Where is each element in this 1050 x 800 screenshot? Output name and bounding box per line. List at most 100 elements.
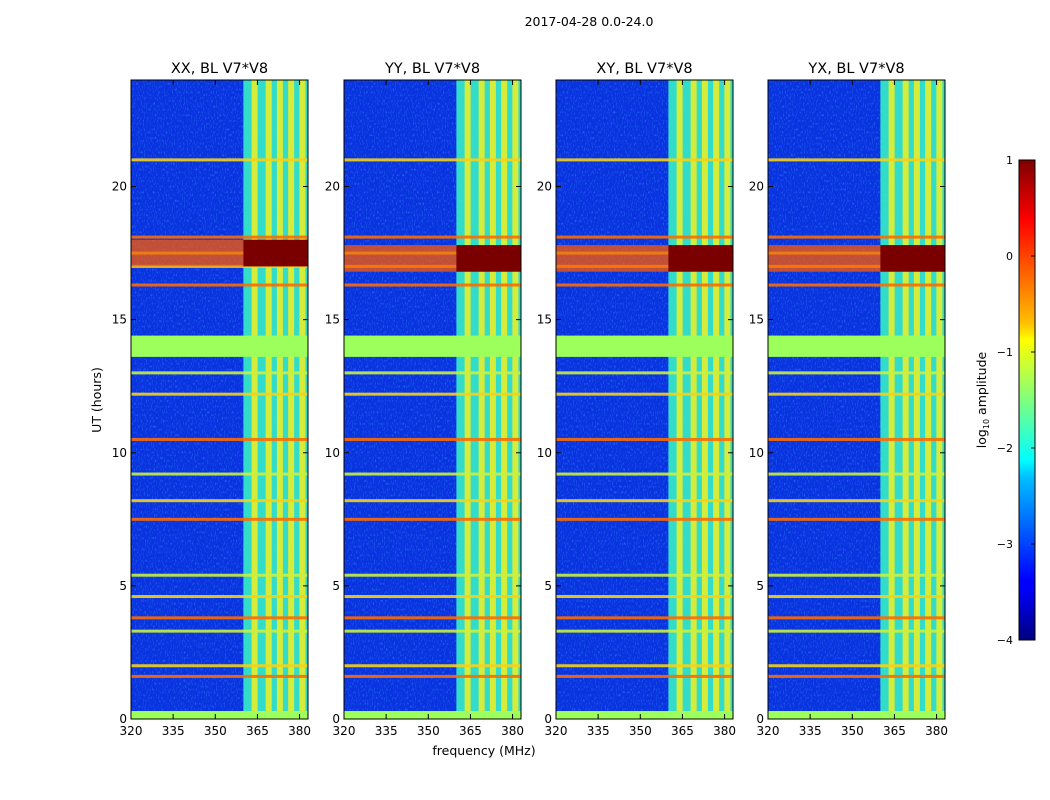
- y-tick-label: 20: [749, 180, 764, 194]
- hot-row: [768, 392, 945, 396]
- x-tick-label: 335: [375, 724, 398, 738]
- panel-frame: [555, 79, 734, 720]
- y-tick-label: 0: [119, 712, 127, 726]
- hot-row: [556, 595, 733, 599]
- hot-row: [131, 235, 308, 239]
- x-tick-label: 380: [713, 724, 736, 738]
- hot-row: [131, 392, 308, 396]
- y-tick-label: 10: [749, 446, 764, 460]
- rfi-channel: [265, 80, 272, 719]
- y-tick-label: 5: [544, 579, 552, 593]
- hot-row: [556, 472, 733, 476]
- hot-row: [768, 235, 945, 239]
- y-tick-label: 20: [112, 180, 127, 194]
- rfi-channel: [676, 80, 683, 719]
- x-tick-label: 350: [841, 724, 864, 738]
- hot-row: [556, 674, 733, 678]
- hot-row: [344, 573, 521, 577]
- x-axis-label: frequency (MHz): [432, 743, 535, 758]
- y-tick-label: 0: [544, 712, 552, 726]
- x-tick-label: 335: [587, 724, 610, 738]
- hot-row: [344, 235, 521, 239]
- colorbar-gradient: [1018, 159, 1036, 641]
- hot-row: [556, 499, 733, 503]
- hot-row: [131, 595, 308, 599]
- hot-row: [556, 616, 733, 620]
- rfi-channel: [464, 80, 471, 719]
- x-tick-label: 365: [246, 724, 269, 738]
- flagged-range: [344, 711, 521, 719]
- rfi-channel: [501, 80, 508, 719]
- hot-row: [556, 392, 733, 396]
- y-tick-label: 15: [749, 313, 764, 327]
- y-tick-label: 15: [112, 313, 127, 327]
- rfi-channel: [690, 80, 697, 719]
- hot-row: [556, 437, 733, 441]
- colorbar-tick-label: −4: [997, 634, 1013, 647]
- hot-row: [556, 664, 733, 668]
- colorbar-tick-label: −1: [997, 346, 1013, 359]
- panel-frame: [343, 79, 522, 720]
- flagged-range: [556, 335, 733, 357]
- hot-row: [556, 283, 733, 287]
- hot-row: [556, 573, 733, 577]
- x-tick-label: 335: [799, 724, 822, 738]
- hot-row: [344, 392, 521, 396]
- strong-block: [243, 239, 308, 267]
- panel-1: XX, BL V7*V8 320 335 350 365 380 0 5 10 15 20: [112, 61, 311, 738]
- hot-row: [131, 371, 308, 375]
- rfi-channel: [713, 80, 720, 719]
- hot-row: [768, 664, 945, 668]
- colorbar-tick-label: −2: [997, 442, 1013, 455]
- rfi-channel: [701, 80, 708, 719]
- flagged-range: [344, 335, 521, 357]
- hot-row: [131, 664, 308, 668]
- hot-row: [768, 629, 945, 633]
- colorbar: 10−1−2−3−4 log10 amplitude: [974, 154, 1036, 647]
- hot-row: [344, 595, 521, 599]
- rfi-channel: [478, 80, 485, 719]
- hot-row: [344, 499, 521, 503]
- hot-row: [768, 472, 945, 476]
- hot-row: [344, 371, 521, 375]
- colorbar-tick-label: 0: [1006, 250, 1013, 263]
- x-tick-label: 320: [333, 724, 356, 738]
- rfi-channel: [913, 80, 920, 719]
- flagged-range: [768, 335, 945, 357]
- rfi-channel: [512, 80, 519, 719]
- y-tick-label: 0: [332, 712, 340, 726]
- hot-row: [768, 517, 945, 521]
- hot-row: [344, 664, 521, 668]
- panel-frame: [767, 79, 946, 720]
- hot-row: [344, 674, 521, 678]
- panel-title: XY, BL V7*V8: [596, 61, 692, 77]
- hot-row: [768, 616, 945, 620]
- x-tick-label: 335: [162, 724, 185, 738]
- hot-row: [131, 472, 308, 476]
- hot-row: [131, 517, 308, 521]
- hot-row: [131, 158, 308, 162]
- figure-suptitle: 2017-04-28 0.0-24.0: [525, 14, 654, 29]
- y-tick-label: 5: [332, 579, 340, 593]
- x-tick-label: 350: [204, 724, 227, 738]
- y-tick-label: 10: [537, 446, 552, 460]
- panel-title: YY, BL V7*V8: [384, 61, 480, 77]
- hot-row: [344, 629, 521, 633]
- hot-row: [768, 674, 945, 678]
- hot-row: [768, 158, 945, 162]
- hot-row: [556, 517, 733, 521]
- x-tick-label: 320: [120, 724, 143, 738]
- hot-row: [344, 158, 521, 162]
- panel-2: YY, BL V7*V8 320 335 350 365 380 0 5 10 15 20: [325, 61, 524, 738]
- hot-row: [768, 283, 945, 287]
- hot-row: [768, 371, 945, 375]
- hot-row: [131, 674, 308, 678]
- rfi-channel: [936, 80, 943, 719]
- colorbar-tick-label: −3: [997, 538, 1013, 551]
- rfi-channel: [724, 80, 731, 719]
- x-tick-label: 365: [883, 724, 906, 738]
- y-tick-label: 15: [537, 313, 552, 327]
- x-tick-label: 380: [501, 724, 524, 738]
- hot-row: [344, 283, 521, 287]
- hot-row: [131, 616, 308, 620]
